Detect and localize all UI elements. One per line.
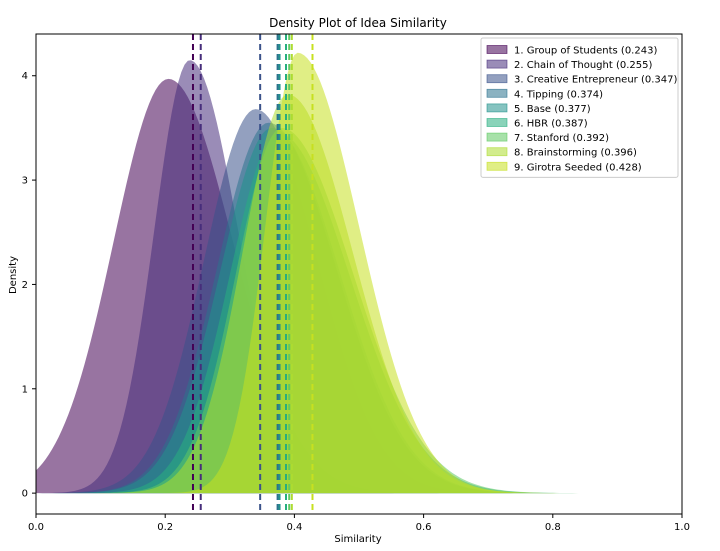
legend-swatch-4 (486, 88, 508, 98)
axes: 0.0 0.2 0.4 0.6 0.8 1.0 0 1 2 3 4 (22, 33, 690, 533)
density-area-9 (36, 52, 682, 494)
legend-swatch-3 (486, 74, 508, 84)
legend-label-2: 2. Chain of Thought (0.255) (514, 60, 652, 71)
x-tick-label: 1.0 (674, 522, 690, 533)
legend-swatch-8 (486, 147, 508, 157)
legend-label-5: 5. Base (0.377) (514, 104, 591, 115)
x-tick-label: 0.8 (545, 522, 561, 533)
legend-label-6: 6. HBR (0.387) (514, 119, 588, 130)
legend-label-1: 1. Group of Students (0.243) (514, 46, 657, 57)
plot-area (36, 34, 682, 514)
legend-swatch-5 (486, 103, 508, 113)
x-tick-label: 0.4 (286, 522, 302, 533)
legend-label-8: 8. Brainstorming (0.396) (514, 148, 637, 159)
y-tick-label: 1 (22, 384, 28, 395)
y-tick-label: 3 (22, 176, 28, 187)
chart-title: Density Plot of Idea Similarity (269, 16, 447, 30)
y-axis-label: Density (8, 256, 19, 294)
legend-label-4: 4. Tipping (0.374) (514, 89, 603, 100)
legend-label-3: 3. Creative Entrepreneur (0.347) (514, 75, 677, 86)
legend-swatch-6 (486, 118, 508, 127)
legend-label-9: 9. Girotra Seeded (0.428) (514, 162, 642, 173)
x-tick-label: 0.0 (28, 522, 44, 533)
plot-frame (35, 33, 683, 515)
y-tick-label: 4 (22, 71, 28, 82)
legend-swatch-1 (486, 45, 508, 54)
legend: 1. Group of Students (0.243) 2. Chain of … (480, 37, 679, 178)
density-area-5 (36, 127, 682, 494)
legend-swatch-2 (486, 59, 508, 69)
y-tick-label: 0 (22, 489, 28, 500)
x-axis-label: Similarity (334, 534, 381, 545)
x-tick-label: 0.6 (416, 522, 432, 533)
legend-swatch-9 (486, 161, 508, 171)
y-tick-label: 2 (22, 280, 28, 291)
legend-box (480, 37, 679, 178)
legend-label-7: 7. Stanford (0.392) (514, 133, 609, 144)
legend-swatch-7 (486, 132, 508, 142)
x-tick-label: 0.2 (157, 522, 173, 533)
